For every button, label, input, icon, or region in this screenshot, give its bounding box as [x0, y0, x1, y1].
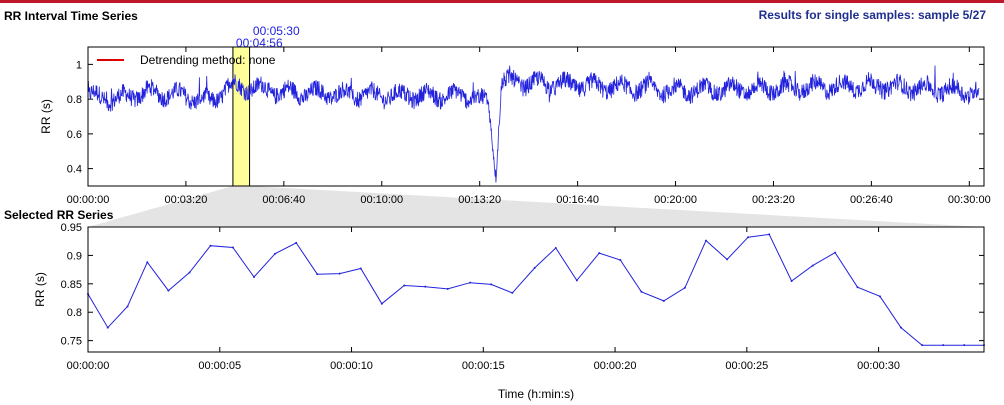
- detail-data-point: [446, 287, 449, 290]
- overview-x-tick-label: 00:23:20: [752, 194, 795, 206]
- selection-end-label: 00:05:30: [253, 24, 300, 38]
- detail-data-point: [856, 286, 859, 289]
- detail-data-point: [106, 326, 109, 329]
- detail-data-point: [295, 241, 298, 244]
- detail-plot-border: [87, 226, 985, 353]
- detail-data-point: [575, 279, 578, 282]
- detail-data-point: [126, 305, 129, 308]
- detail-y-ticks: 0.75 0.8 0.85 0.9 0.95: [61, 222, 984, 348]
- overview-y-axis-label: RR (s): [39, 99, 53, 134]
- detail-data-point: [359, 267, 362, 270]
- detail-data-point: [253, 276, 256, 278]
- detail-data-point: [533, 266, 536, 269]
- overview-x-tick-label: 00:03:20: [165, 194, 208, 206]
- overview-y-ticks: 0.4 0.6 0.8 1: [67, 59, 984, 176]
- detail-data-point: [619, 258, 622, 261]
- detail-data-point: [403, 284, 406, 287]
- detail-data-point: [747, 236, 750, 239]
- detail-data-points: [87, 233, 985, 347]
- detail-data-point: [380, 302, 383, 305]
- detail-data-point: [554, 247, 557, 250]
- detail-data-point: [469, 281, 472, 284]
- detail-data-point: [640, 290, 643, 293]
- overview-x-tick-label: 00:00:00: [67, 194, 110, 206]
- detail-data-point: [167, 289, 170, 292]
- detail-data-point: [598, 252, 601, 255]
- detail-data-point: [683, 286, 686, 289]
- detail-x-ticks: 00:00:00 00:00:05 00:00:10 00:00:15 00:00:20…: [67, 227, 900, 372]
- selection-window[interactable]: [232, 46, 251, 187]
- detail-data-point: [231, 246, 234, 249]
- detail-data-point: [726, 258, 729, 261]
- sample-info-label: Results for single samples: sample 5/27: [758, 8, 986, 22]
- detail-data-point: [811, 264, 814, 267]
- detail-y-tick-label: 0.75: [61, 336, 82, 348]
- detail-data-point: [146, 261, 149, 264]
- detail-data-point: [921, 344, 924, 347]
- overview-x-tick-label: 00:06:40: [262, 194, 305, 206]
- detail-y-tick-label: 0.8: [67, 307, 82, 319]
- overview-x-tick-label: 00:10:00: [360, 194, 403, 206]
- overview-chart[interactable]: 0.4 0.6 0.8 1 00:00:00 00:03:20 00:06:40 00:10…: [39, 24, 991, 206]
- overview-x-tick-label: 00:13:20: [458, 194, 501, 206]
- detail-x-tick-label: 00:00:10: [330, 360, 373, 372]
- detail-plot-area: [88, 227, 984, 352]
- zoom-connector: [88, 186, 984, 227]
- overview-y-tick-label: 0.6: [67, 129, 82, 141]
- legend-label: Detrending method: none: [140, 53, 276, 67]
- overview-plot-area: [88, 47, 984, 186]
- detail-x-tick-label: 00:00:30: [857, 360, 900, 372]
- detail-y-tick-label: 0.85: [61, 279, 82, 291]
- detail-data-point: [963, 344, 966, 347]
- detail-x-axis-label: Time (h:min:s): [498, 387, 574, 401]
- detail-data-point: [662, 299, 665, 302]
- overview-x-tick-label: 00:26:40: [850, 194, 893, 206]
- detail-data-point: [790, 279, 793, 282]
- overview-y-tick-label: 0.8: [67, 94, 82, 106]
- detail-data-point: [274, 252, 277, 255]
- detail-y-axis-label: RR (s): [33, 272, 47, 307]
- overview-x-tick-label: 00:20:00: [654, 194, 697, 206]
- selection-start-label: 00:04:56: [236, 36, 283, 50]
- detail-data-point: [704, 239, 707, 242]
- overview-x-tick-label: 00:16:40: [556, 194, 599, 206]
- detail-chart-title: Selected RR Series: [4, 208, 114, 222]
- detail-data-point: [511, 291, 514, 294]
- detail-data-point: [338, 272, 341, 275]
- overview-y-tick-label: 0.4: [67, 164, 82, 176]
- detail-x-tick-label: 00:00:25: [725, 360, 768, 372]
- detail-data-point: [899, 326, 902, 329]
- detail-x-tick-label: 00:00:05: [198, 360, 241, 372]
- detail-y-tick-label: 0.95: [61, 222, 82, 234]
- header-accent-line: [0, 0, 1004, 3]
- detail-data-point: [490, 283, 493, 286]
- overview-y-tick-label: 1: [76, 59, 82, 71]
- overview-rr-series-line: [87, 65, 980, 183]
- overview-x-ticks: 00:00:00 00:03:20 00:06:40 00:10:00 00:13:20…: [67, 47, 991, 206]
- detail-data-point: [834, 251, 837, 254]
- detail-x-tick-label: 00:00:15: [462, 360, 505, 372]
- detail-data-point: [942, 344, 945, 347]
- detail-data-point: [768, 233, 771, 236]
- detail-y-tick-label: 0.9: [67, 250, 82, 262]
- detail-x-tick-label: 00:00:00: [67, 360, 110, 372]
- overview-chart-title: RR Interval Time Series: [4, 9, 138, 23]
- overview-plot-border: [87, 46, 985, 187]
- detail-data-point: [209, 244, 212, 247]
- detail-data-point: [424, 285, 427, 288]
- detail-x-tick-label: 00:00:20: [594, 360, 637, 372]
- detail-data-point: [878, 295, 881, 298]
- overview-x-tick-label: 00:30:00: [948, 194, 991, 206]
- detail-data-point: [316, 273, 319, 276]
- detail-data-point: [188, 271, 191, 274]
- detail-chart[interactable]: 0.750.80.850.90.95 00:00:00 00:00:05 00:00…: [33, 222, 985, 401]
